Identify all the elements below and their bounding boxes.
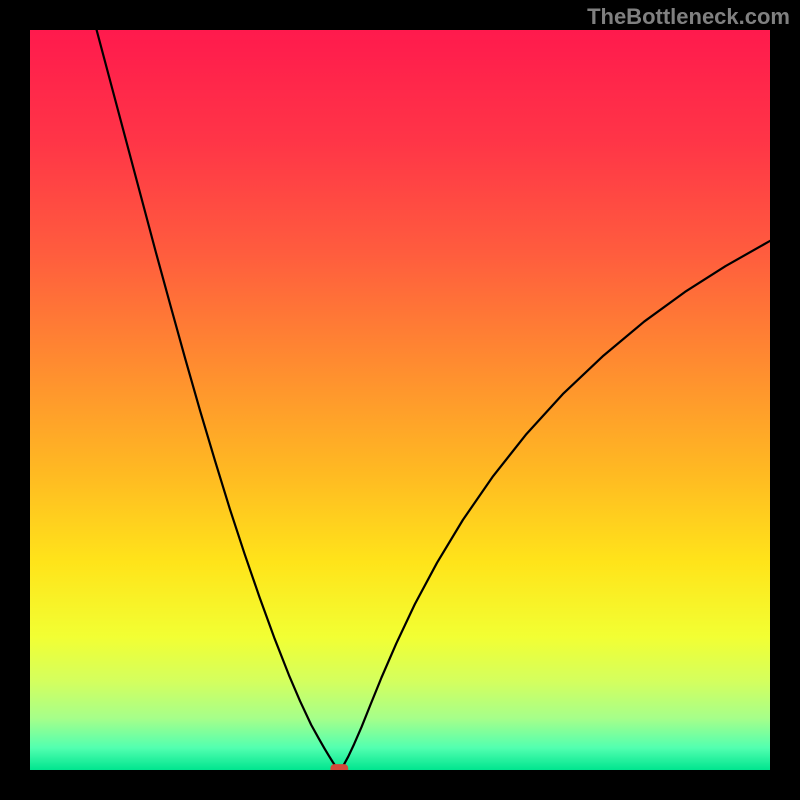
optimal-point-marker (330, 764, 348, 770)
watermark-text: TheBottleneck.com (587, 4, 790, 30)
bottleneck-chart (30, 30, 770, 770)
chart-svg (30, 30, 770, 770)
chart-stage: TheBottleneck.com (0, 0, 800, 800)
chart-background (30, 30, 770, 770)
